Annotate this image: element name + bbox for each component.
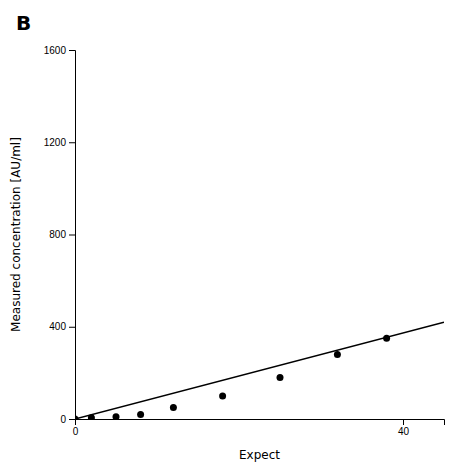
y-axis-tick-label: 0 bbox=[60, 414, 66, 425]
marks bbox=[75, 322, 444, 419]
x-axis-tick: 40 bbox=[398, 419, 410, 437]
y-axis-tick-mark bbox=[69, 142, 75, 143]
scatter-point bbox=[334, 351, 341, 358]
scatter-point bbox=[113, 413, 120, 419]
y-axis: 0 400 800 1200 1600 bbox=[44, 45, 76, 425]
x-axis-domain bbox=[76, 420, 445, 426]
y-axis-tick-label: 400 bbox=[49, 321, 66, 332]
y-axis-tick: 400 bbox=[49, 321, 75, 332]
y-axis-tick-label: 800 bbox=[49, 229, 66, 240]
y-axis-tick-mark bbox=[69, 235, 75, 236]
x-axis-tick-mark bbox=[403, 419, 404, 425]
scatter-point bbox=[137, 411, 144, 418]
y-axis-tick-label: 1600 bbox=[44, 45, 67, 56]
y-axis-tick: 0 bbox=[60, 414, 75, 425]
y-axis-tick: 1200 bbox=[44, 137, 75, 148]
y-axis-tick-mark bbox=[69, 50, 75, 51]
x-axis-tick-label: 0 bbox=[73, 426, 79, 437]
y-axis-tick-label: 1200 bbox=[44, 137, 67, 148]
y-axis-tick-mark bbox=[69, 327, 75, 328]
x-axis-tick: 0 bbox=[73, 419, 79, 437]
plot: 040040080012001600 bbox=[44, 45, 445, 437]
x-axis: 0 40 bbox=[73, 419, 445, 437]
y-axis-tick: 1600 bbox=[44, 45, 75, 56]
panel-label: B bbox=[16, 11, 31, 35]
chart: 040040080012001600BExpectMeasured concen… bbox=[0, 0, 474, 474]
scatter-point bbox=[277, 374, 284, 381]
y-axis-domain bbox=[69, 51, 76, 420]
y-axis-title: Measured concentration [AU/ml] bbox=[9, 137, 23, 332]
scatter-point bbox=[219, 392, 226, 399]
scatter-point bbox=[170, 404, 177, 411]
x-axis-title: Expect bbox=[239, 448, 280, 462]
y-axis-tick: 800 bbox=[49, 229, 75, 240]
y-axis-tick-mark bbox=[69, 419, 75, 420]
trend-line bbox=[75, 322, 444, 419]
x-axis-tick-label: 40 bbox=[398, 426, 410, 437]
